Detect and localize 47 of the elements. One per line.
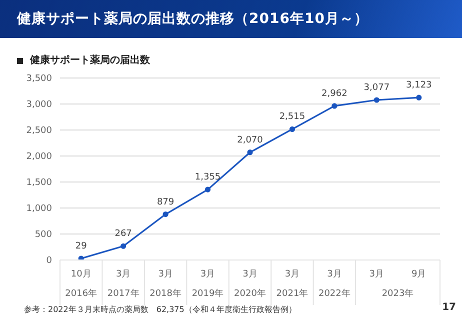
data-label: 3,123: [406, 80, 432, 91]
y-tick-label: 0: [46, 256, 52, 266]
data-label: 2,070: [237, 135, 264, 146]
y-tick-label: 1,000: [26, 204, 52, 214]
point: [162, 211, 168, 218]
text: 2016年: [64, 288, 98, 300]
x-tick-label: 3月: [284, 269, 300, 280]
point: [332, 103, 338, 109]
data-label: 879: [156, 197, 174, 208]
y-tick-label: 3,500: [26, 74, 52, 84]
data-label: 3,077: [364, 82, 390, 93]
x-tick-label: 10月: [70, 269, 92, 280]
text: 2020年: [233, 288, 267, 300]
chart-title: 健康サポート薬局の届出数の推移（2016年10月～）: [17, 10, 368, 28]
point: [204, 186, 211, 192]
point: [289, 126, 296, 132]
text: 2018年: [148, 288, 182, 300]
x-tick-label: 3月: [242, 269, 258, 280]
point: [120, 243, 126, 249]
text: 2019年: [190, 288, 225, 300]
data-label: 29: [75, 241, 88, 252]
data-label: 2,515: [279, 112, 306, 122]
text: 17: [442, 302, 456, 313]
point: [416, 94, 422, 100]
y-tick-label: 2,000: [26, 152, 52, 162]
x-tick-label: 3月: [200, 269, 216, 280]
text: 2021年: [275, 288, 310, 300]
text: 2023年: [380, 288, 415, 300]
y-tick-label: 500: [34, 230, 52, 240]
point: [247, 150, 253, 156]
point: [374, 97, 380, 103]
x-tick-label: 9月: [412, 269, 426, 280]
point: [78, 256, 84, 260]
x-tick-label: 3月: [158, 269, 173, 280]
y-tick-label: 1,500: [26, 178, 52, 188]
data-label: 1,355: [194, 172, 221, 183]
chart-subtitle: 健康サポート薬局の届出数: [30, 54, 150, 67]
x-tick-label: 3月: [369, 269, 384, 280]
x-tick-label: 3月: [327, 269, 342, 280]
data-label: 267: [114, 229, 132, 240]
text: 2022年: [317, 288, 352, 300]
text: 参考：2022年３月末時点の薬局数 62,375（令和４年度衛生行政報告例）: [24, 304, 296, 315]
y-tick-label: 2,500: [26, 126, 52, 136]
data-label: 2,962: [322, 88, 348, 99]
y-tick-label: 3,000: [26, 100, 52, 110]
text: 2017年: [106, 288, 140, 300]
x-tick-label: 3月: [116, 269, 131, 280]
